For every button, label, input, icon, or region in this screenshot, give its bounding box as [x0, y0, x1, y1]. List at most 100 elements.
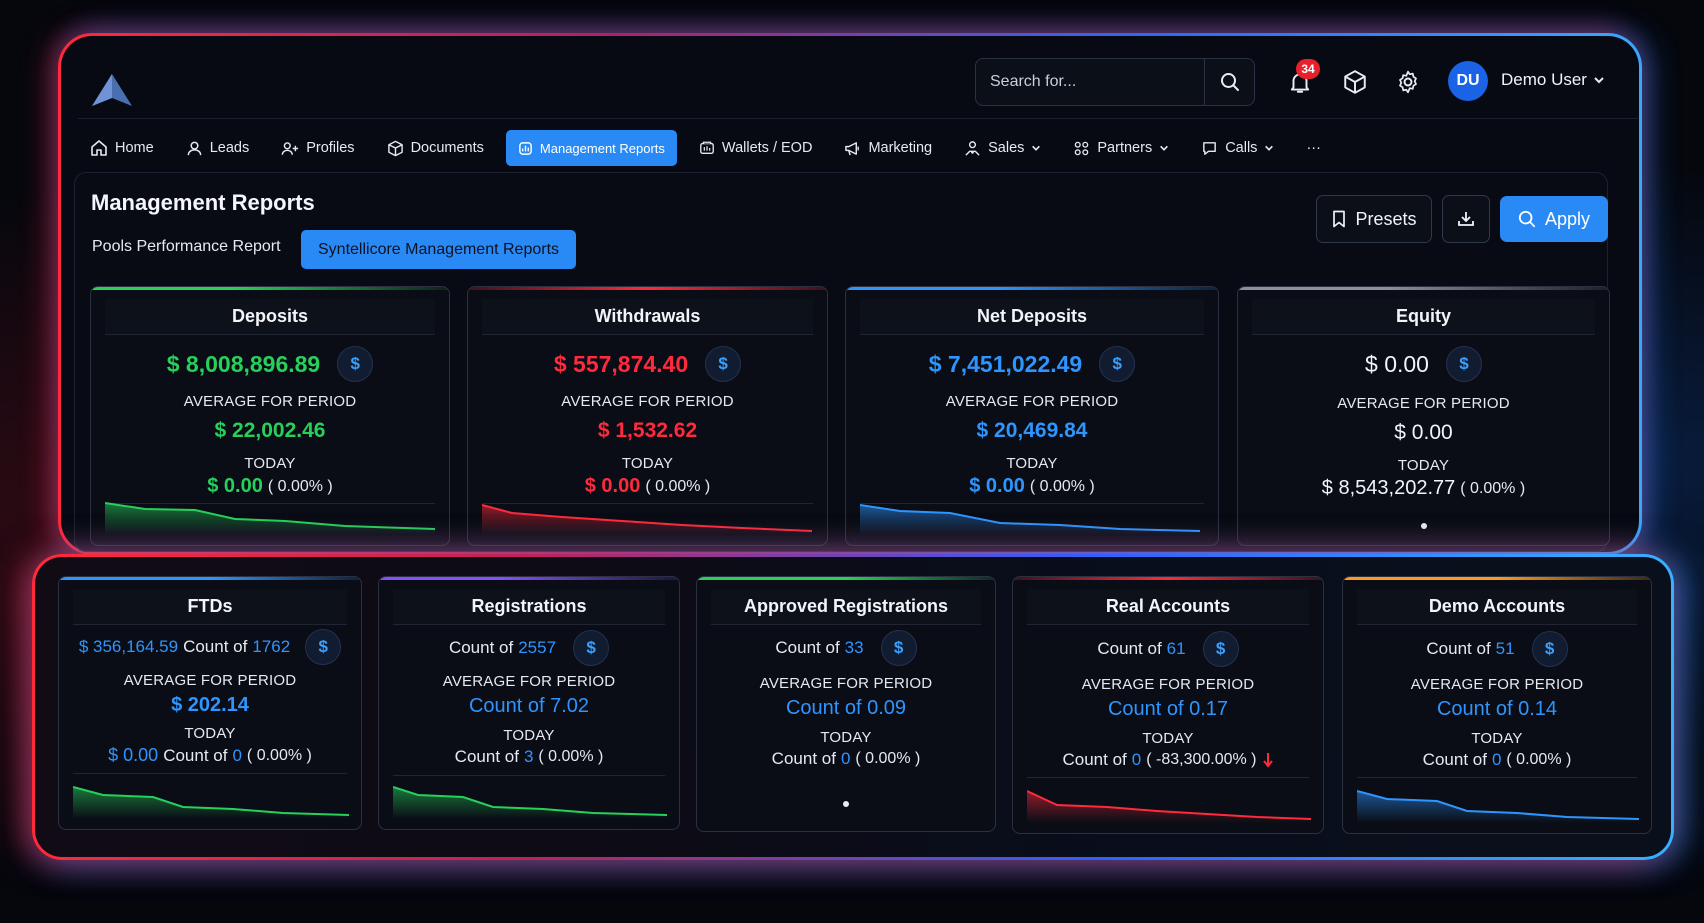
card-today-count: 0: [232, 745, 242, 765]
settings-button[interactable]: [1394, 68, 1422, 96]
nav-item-sales[interactable]: Sales: [954, 130, 1051, 166]
card-today-value: $ 0.00: [207, 475, 263, 497]
card-count: 33: [844, 638, 864, 657]
net-deposits-sparkline: [860, 504, 1200, 535]
card-today-pct: ( -83,300.00% ): [1146, 751, 1257, 768]
card-today-count: 3: [523, 747, 534, 766]
search-button[interactable]: [1204, 59, 1254, 105]
partners-icon: [1075, 141, 1089, 155]
card-avg-label: AVERAGE FOR PERIOD: [1410, 676, 1584, 693]
card-today-label: TODAY: [621, 455, 674, 472]
download-button[interactable]: [1442, 195, 1490, 243]
card-today-row: Count of 0 ( 0.00% ): [697, 749, 995, 769]
nav-item-label: Home: [115, 140, 154, 156]
card-today-count: 0: [1131, 750, 1142, 769]
card-divider: [482, 503, 813, 504]
search-input[interactable]: [976, 59, 1204, 105]
card-avg-label: AVERAGE FOR PERIOD: [945, 393, 1119, 410]
search-icon: [1220, 73, 1239, 91]
dollar-coin-icon[interactable]: $: [880, 630, 917, 666]
card-today-label: TODAY: [1397, 457, 1450, 474]
bookmark-icon: [1333, 210, 1346, 228]
net-deposits-card: Net Deposits $ 7,451,022.49 $ AVERAGE FO…: [845, 286, 1219, 546]
card-today-label: TODAY: [244, 455, 296, 472]
card-title: FTDs: [73, 589, 347, 625]
card-accent-line: [379, 577, 679, 580]
card-main-row: $ 0.00 $: [1238, 346, 1609, 382]
card-accent-line: [846, 287, 1218, 290]
card-value: $ 7,451,022.49: [928, 350, 1083, 377]
more-icon: ···: [1306, 140, 1321, 156]
search-box: [975, 58, 1255, 106]
card-count-prefix: Count of: [771, 749, 836, 768]
card-today-value: $ 8,543,202.77: [1321, 477, 1456, 499]
apps-button[interactable]: [1341, 68, 1369, 96]
card-today-label: TODAY: [820, 729, 872, 746]
brand-logo-icon[interactable]: [88, 72, 136, 108]
dollar-coin-icon[interactable]: $: [1202, 631, 1239, 667]
registrations-card: Registrations Count of 2557 $ AVERAGE FO…: [378, 576, 680, 830]
ftds-card: FTDs $ 356,164.59 Count of 1762 $ AVERAG…: [58, 576, 362, 830]
user-menu[interactable]: Demo User: [1501, 70, 1605, 90]
dollar-coin-icon[interactable]: $: [1531, 631, 1568, 667]
nav-item-profiles[interactable]: Profiles: [271, 130, 364, 166]
presets-button[interactable]: Presets: [1316, 195, 1432, 243]
nav-item-label: Profiles: [306, 140, 355, 156]
dollar-coin-icon[interactable]: $: [305, 629, 342, 665]
card-count-prefix: Count of: [454, 747, 519, 766]
card-title: Approved Registrations: [711, 589, 981, 625]
card-today-value: $ 0.00: [584, 475, 641, 497]
nav-item-partners[interactable]: Partners: [1063, 130, 1179, 166]
card-count-prefix: Count of: [448, 638, 514, 657]
registrations-sparkline: [393, 786, 667, 819]
apply-button[interactable]: Apply: [1500, 196, 1608, 242]
tab-pools-performance-report[interactable]: Pools Performance Report: [92, 238, 281, 255]
card-today-label: TODAY: [1006, 455, 1058, 472]
nav-item-home[interactable]: Home: [80, 130, 164, 166]
card-count-prefix: Count of: [1426, 639, 1491, 658]
card-main-row: Count of 2557 $: [379, 630, 679, 666]
demo-accounts-card: Demo Accounts Count of 51 $ AVERAGE FOR …: [1342, 576, 1652, 834]
withdrawals-sparkline: [482, 504, 812, 535]
card-value: $ 557,874.40: [553, 350, 689, 377]
nav-more-button[interactable]: ···: [1296, 130, 1331, 166]
dollar-coin-icon[interactable]: $: [573, 630, 610, 666]
card-avg-label: AVERAGE FOR PERIOD: [561, 393, 734, 410]
dollar-coin-icon[interactable]: $: [705, 346, 742, 382]
nav-item-marketing[interactable]: Marketing: [834, 130, 942, 166]
avatar[interactable]: DU: [1448, 61, 1488, 101]
dollar-coin-icon[interactable]: $: [1099, 346, 1136, 382]
card-divider: [105, 503, 435, 504]
card-avg-label: AVERAGE FOR PERIOD: [123, 672, 297, 689]
card-avg-value: Count of 0.17: [1107, 698, 1229, 720]
card-title: Deposits: [105, 299, 435, 335]
download-icon: [1458, 212, 1474, 226]
card-count: 51: [1495, 639, 1515, 658]
dollar-coin-icon[interactable]: $: [337, 346, 374, 382]
empty-chart-dot: [1421, 523, 1427, 529]
nav-item-wallets-eod[interactable]: Wallets / EOD: [689, 130, 823, 166]
card-main-row: $ 7,451,022.49 $: [846, 346, 1218, 382]
card-count: 2557: [518, 638, 557, 657]
card-avg-value: $ 1,532.62: [597, 419, 698, 442]
card-avg-value: $ 202.14: [171, 694, 249, 716]
card-today-pct: ( 0.00% ): [1506, 751, 1572, 768]
nav-item-leads[interactable]: Leads: [176, 130, 260, 166]
tab-syntellicore-management-reports[interactable]: Syntellicore Management Reports: [301, 230, 577, 269]
sales-icon: [965, 140, 980, 156]
nav-item-label: Partners: [1097, 140, 1153, 156]
apply-label: Apply: [1544, 208, 1591, 229]
card-today-amount: $ 0.00: [108, 745, 159, 765]
card-today-row: $ 8,543,202.77 ( 0.00% ): [1238, 477, 1609, 500]
nav-item-calls[interactable]: Calls: [1191, 130, 1284, 166]
nav-item-label: Sales: [988, 140, 1025, 156]
card-count-prefix: Count of: [1062, 750, 1127, 769]
card-today-pct: ( 0.00% ): [538, 748, 604, 765]
card-today-pct: ( 0.00% ): [1460, 479, 1526, 497]
dollar-coin-icon[interactable]: $: [1445, 346, 1482, 382]
nav-item-documents[interactable]: Documents: [377, 130, 494, 166]
card-main-row: $ 8,008,896.89 $: [91, 346, 449, 382]
card-today-pct: ( 0.00% ): [246, 746, 312, 764]
nav-item-management-reports[interactable]: Management Reports: [505, 130, 677, 166]
